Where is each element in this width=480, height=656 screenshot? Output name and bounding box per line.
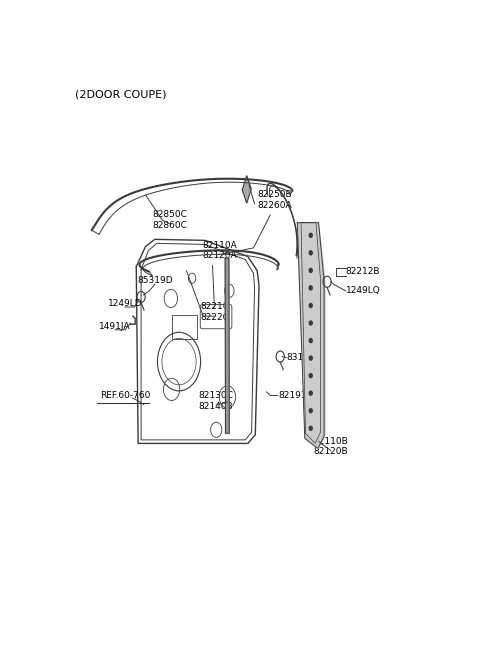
Text: 82191: 82191 [279,391,307,400]
Circle shape [309,391,312,395]
Circle shape [309,268,312,272]
Text: 1249LQ: 1249LQ [346,287,381,295]
Text: 82210
82220: 82210 82220 [200,302,228,322]
Circle shape [309,356,312,360]
Text: 82250B
82260A: 82250B 82260A [257,190,292,210]
Text: 1491JA: 1491JA [99,321,131,331]
Text: 1249LD: 1249LD [108,299,143,308]
Text: 82850C
82860C: 82850C 82860C [152,211,187,230]
Circle shape [309,234,312,237]
Bar [172,315,197,339]
Circle shape [309,286,312,290]
Polygon shape [297,222,325,449]
Text: REF.60-760: REF.60-760 [100,391,150,400]
Circle shape [309,374,312,378]
Circle shape [309,338,312,342]
Text: (2DOOR COUPE): (2DOOR COUPE) [75,90,167,100]
Circle shape [309,321,312,325]
Circle shape [309,426,312,430]
Text: 85319D: 85319D [137,276,173,285]
Circle shape [309,304,312,308]
Circle shape [309,251,312,255]
Text: 83191: 83191 [286,353,315,362]
Polygon shape [225,258,229,434]
Text: 82212B: 82212B [346,267,380,276]
Circle shape [309,409,312,413]
Text: 82110A
82120A: 82110A 82120A [203,241,237,260]
Text: 82130C
82140B: 82130C 82140B [199,391,234,411]
Polygon shape [242,176,251,203]
Text: 82110B
82120B: 82110B 82120B [313,437,348,456]
